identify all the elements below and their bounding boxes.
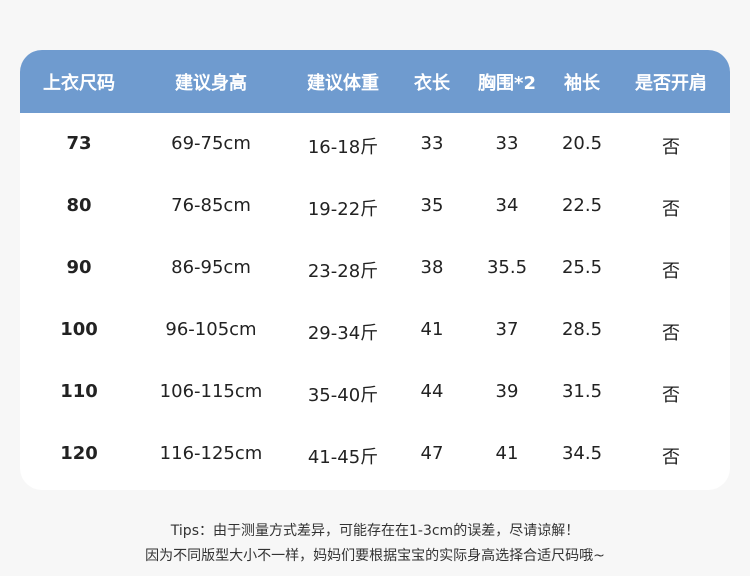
cell-shoulder-opening: 否 xyxy=(662,199,680,220)
header-sleeve: 袖长 xyxy=(564,73,600,94)
table-row: 80 76-85cm 19-22斤 35 34 22.5 否 xyxy=(20,175,730,237)
header-weight: 建议体重 xyxy=(307,73,379,94)
cell-shoulder-opening: 否 xyxy=(662,261,680,282)
table-row: 110 106-115cm 35-40斤 44 39 31.5 否 xyxy=(20,361,730,423)
cell-weight: 29-34斤 xyxy=(307,323,379,344)
tips-line-1: Tips：由于测量方式差异，可能存在在1-3cm的误差，尽请谅解！ xyxy=(170,523,580,539)
cell-size: 80 xyxy=(66,195,92,216)
cell-shoulder-opening: 否 xyxy=(662,137,680,158)
table-header: 上衣尺码 建议身高 建议体重 衣长 胸围*2 袖长 是否开肩 xyxy=(20,50,730,113)
size-chart-table: 上衣尺码 建议身高 建议体重 衣长 胸围*2 袖长 是否开肩 73 69-75cm 16-18斤… xyxy=(20,50,730,490)
cell-height: 96-105cm xyxy=(165,319,257,340)
cell-height: 76-85cm xyxy=(171,195,251,216)
table-row: 120 116-125cm 41-45斤 47 41 34.5 否 xyxy=(20,423,730,485)
header-length: 衣长 xyxy=(414,73,450,94)
cell-height: 86-95cm xyxy=(171,257,251,278)
table-row: 73 69-75cm 16-18斤 33 33 20.5 否 xyxy=(20,113,730,175)
table-row: 90 86-95cm 23-28斤 38 35.5 25.5 否 xyxy=(20,237,730,299)
cell-chest: 33 xyxy=(495,133,519,154)
cell-chest: 39 xyxy=(495,381,519,402)
cell-length: 44 xyxy=(420,381,444,402)
cell-height: 116-125cm xyxy=(159,443,263,464)
cell-length: 47 xyxy=(420,443,444,464)
header-shoulder-opening: 是否开肩 xyxy=(635,73,707,94)
cell-sleeve: 20.5 xyxy=(561,133,603,154)
cell-size: 110 xyxy=(60,381,98,402)
cell-chest: 34 xyxy=(495,195,519,216)
header-size: 上衣尺码 xyxy=(43,73,115,94)
cell-sleeve: 25.5 xyxy=(561,257,603,278)
cell-sleeve: 28.5 xyxy=(561,319,603,340)
cell-shoulder-opening: 否 xyxy=(662,385,680,406)
cell-weight: 19-22斤 xyxy=(307,199,379,220)
header-chest: 胸围*2 xyxy=(478,73,536,94)
cell-weight: 41-45斤 xyxy=(307,447,379,468)
cell-sleeve: 31.5 xyxy=(561,381,603,402)
cell-chest: 35.5 xyxy=(486,257,528,278)
cell-size: 120 xyxy=(60,443,98,464)
tips-line-2: 因为不同版型大小不一样，妈妈们要根据宝宝的实际身高选择合适尺码哦~ xyxy=(145,548,605,564)
cell-weight: 23-28斤 xyxy=(307,261,379,282)
cell-length: 38 xyxy=(420,257,444,278)
cell-weight: 16-18斤 xyxy=(307,137,379,158)
header-height: 建议身高 xyxy=(175,73,247,94)
cell-chest: 37 xyxy=(495,319,519,340)
table-row: 100 96-105cm 29-34斤 41 37 28.5 否 xyxy=(20,299,730,361)
cell-sleeve: 22.5 xyxy=(561,195,603,216)
cell-sleeve: 34.5 xyxy=(561,443,603,464)
cell-length: 41 xyxy=(420,319,444,340)
cell-shoulder-opening: 否 xyxy=(662,323,680,344)
cell-length: 35 xyxy=(420,195,444,216)
cell-size: 73 xyxy=(66,133,92,154)
cell-height: 69-75cm xyxy=(171,133,251,154)
cell-height: 106-115cm xyxy=(159,381,263,402)
cell-size: 90 xyxy=(66,257,92,278)
cell-chest: 41 xyxy=(495,443,519,464)
cell-weight: 35-40斤 xyxy=(307,385,379,406)
cell-size: 100 xyxy=(60,319,98,340)
cell-shoulder-opening: 否 xyxy=(662,447,680,468)
cell-length: 33 xyxy=(420,133,444,154)
